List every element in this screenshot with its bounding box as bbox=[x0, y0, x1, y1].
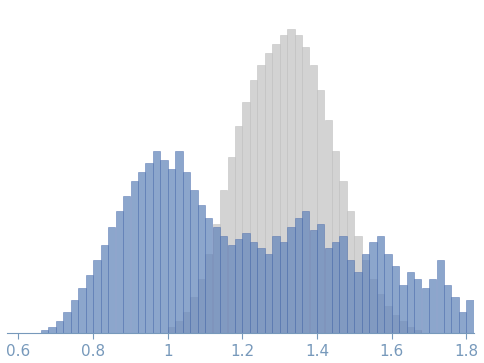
Bar bbox=[190, 190, 197, 334]
Bar bbox=[205, 217, 212, 334]
Bar bbox=[369, 278, 377, 334]
Bar bbox=[227, 245, 235, 334]
Bar bbox=[153, 151, 160, 334]
Bar bbox=[452, 297, 459, 334]
Bar bbox=[295, 34, 302, 334]
Bar bbox=[242, 233, 250, 334]
Bar bbox=[131, 181, 138, 334]
Bar bbox=[347, 260, 354, 334]
Bar bbox=[287, 227, 295, 334]
Bar bbox=[272, 236, 280, 334]
Bar bbox=[369, 242, 377, 334]
Bar bbox=[437, 260, 444, 334]
Bar bbox=[212, 224, 220, 334]
Bar bbox=[302, 212, 309, 334]
Bar bbox=[235, 126, 242, 334]
Bar bbox=[414, 330, 422, 334]
Bar bbox=[295, 217, 302, 334]
Bar bbox=[227, 156, 235, 334]
Bar bbox=[287, 29, 295, 334]
Bar bbox=[339, 236, 347, 334]
Bar bbox=[168, 327, 175, 334]
Bar bbox=[362, 254, 369, 334]
Bar bbox=[444, 285, 451, 334]
Bar bbox=[265, 53, 272, 334]
Bar bbox=[325, 248, 332, 334]
Bar bbox=[347, 212, 354, 334]
Bar bbox=[257, 248, 265, 334]
Bar bbox=[108, 227, 116, 334]
Bar bbox=[280, 242, 287, 334]
Bar bbox=[310, 65, 317, 334]
Bar bbox=[250, 80, 257, 334]
Bar bbox=[160, 160, 167, 334]
Bar bbox=[422, 288, 429, 334]
Bar bbox=[183, 312, 190, 334]
Bar bbox=[399, 285, 407, 334]
Bar bbox=[48, 327, 56, 334]
Bar bbox=[459, 312, 466, 334]
Bar bbox=[220, 236, 227, 334]
Bar bbox=[407, 327, 414, 334]
Bar bbox=[339, 181, 347, 334]
Bar bbox=[384, 306, 392, 334]
Bar bbox=[332, 151, 339, 334]
Bar bbox=[220, 190, 227, 334]
Bar bbox=[175, 321, 182, 334]
Bar bbox=[354, 236, 362, 334]
Bar bbox=[429, 278, 437, 334]
Bar bbox=[242, 102, 250, 334]
Bar bbox=[325, 120, 332, 334]
Bar bbox=[56, 321, 63, 334]
Bar bbox=[175, 151, 182, 334]
Bar bbox=[392, 315, 399, 334]
Bar bbox=[317, 224, 324, 334]
Bar bbox=[384, 254, 392, 334]
Bar bbox=[63, 312, 71, 334]
Bar bbox=[257, 65, 265, 334]
Bar bbox=[414, 278, 422, 334]
Bar bbox=[332, 242, 339, 334]
Bar bbox=[212, 227, 220, 334]
Bar bbox=[116, 212, 123, 334]
Bar bbox=[235, 239, 242, 334]
Bar bbox=[205, 254, 212, 334]
Bar bbox=[86, 276, 93, 334]
Bar bbox=[377, 294, 384, 334]
Bar bbox=[392, 266, 399, 334]
Bar bbox=[407, 273, 414, 334]
Bar bbox=[138, 172, 145, 334]
Bar bbox=[190, 297, 197, 334]
Bar bbox=[265, 254, 272, 334]
Bar bbox=[272, 44, 280, 334]
Bar bbox=[183, 172, 190, 334]
Bar bbox=[317, 90, 324, 334]
Bar bbox=[377, 236, 384, 334]
Bar bbox=[71, 300, 78, 334]
Bar bbox=[399, 321, 407, 334]
Bar bbox=[41, 330, 48, 334]
Bar bbox=[197, 278, 205, 334]
Bar bbox=[123, 196, 130, 334]
Bar bbox=[280, 34, 287, 334]
Bar bbox=[354, 273, 362, 334]
Bar bbox=[250, 242, 257, 334]
Bar bbox=[146, 163, 153, 334]
Bar bbox=[93, 260, 101, 334]
Bar bbox=[101, 245, 108, 334]
Bar bbox=[168, 169, 175, 334]
Bar bbox=[302, 47, 309, 334]
Bar bbox=[362, 260, 369, 334]
Bar bbox=[78, 288, 86, 334]
Bar bbox=[197, 205, 205, 334]
Bar bbox=[310, 230, 317, 334]
Bar bbox=[467, 300, 474, 334]
